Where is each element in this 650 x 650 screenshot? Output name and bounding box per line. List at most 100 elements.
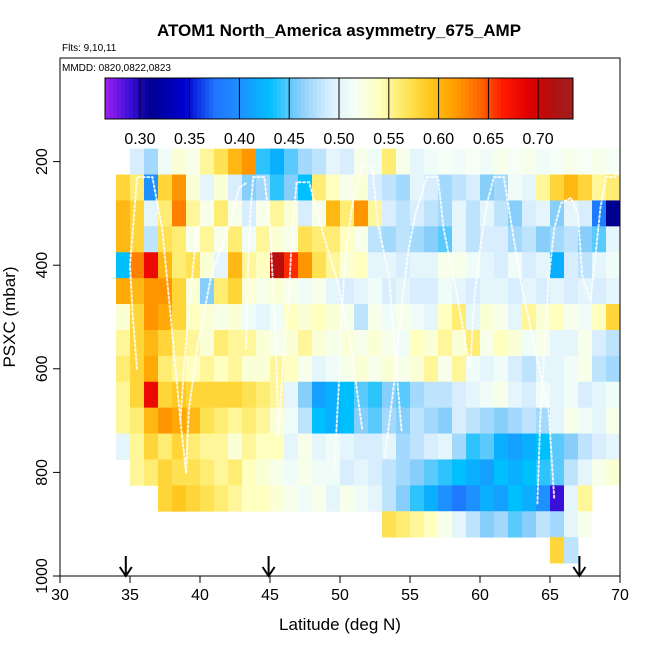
heatmap-cell xyxy=(410,200,425,227)
heatmap-cell xyxy=(130,407,145,434)
heatmap-cell xyxy=(270,200,285,227)
profile-trace xyxy=(333,165,403,469)
heatmap-cell xyxy=(214,381,229,409)
x-tick-label: 65 xyxy=(541,587,559,604)
heatmap-cell xyxy=(438,459,453,486)
heatmap-cell xyxy=(592,381,607,409)
heatmap-cell xyxy=(144,278,159,305)
heatmap-cell xyxy=(424,407,439,434)
heatmap-cell xyxy=(256,381,271,409)
heatmap-cell xyxy=(228,174,243,201)
heatmap-cell xyxy=(508,433,523,460)
colorbar-segment xyxy=(545,78,550,119)
heatmap-cell xyxy=(620,252,634,278)
heatmap-cell xyxy=(592,148,607,175)
heatmap-cell xyxy=(592,174,607,201)
heatmap-cell xyxy=(368,355,383,383)
heatmap-cell xyxy=(368,407,383,434)
heatmap-cell xyxy=(130,148,145,175)
heatmap-cell xyxy=(312,148,327,175)
heatmap-cell xyxy=(522,200,537,227)
x-tick-label: 30 xyxy=(51,587,69,604)
heatmap-cell xyxy=(480,407,495,434)
heatmap-cell xyxy=(494,252,509,279)
heatmap-cell xyxy=(298,355,313,383)
heatmap-cell xyxy=(200,433,215,460)
profile-trace xyxy=(185,181,249,474)
heatmap-cell xyxy=(578,148,593,175)
heatmap-cell xyxy=(522,511,537,538)
heatmap-cell xyxy=(466,355,481,383)
heatmap-cell xyxy=(214,226,229,253)
heatmap-cell xyxy=(452,148,467,175)
heatmap-cell xyxy=(578,511,593,538)
heatmap-cell xyxy=(424,485,439,512)
heatmap-cell xyxy=(452,252,467,279)
heatmap-cell xyxy=(508,226,523,253)
heatmap-cell xyxy=(158,407,173,434)
heatmap-cell xyxy=(634,226,648,252)
colorbar-segment xyxy=(517,78,522,119)
colorbar-segment xyxy=(425,78,430,119)
heatmap-cell xyxy=(564,381,579,409)
x-tick-label: 70 xyxy=(611,587,629,604)
heatmap-cell xyxy=(340,485,355,512)
heatmap-cell xyxy=(508,304,523,331)
heatmap-cell xyxy=(550,304,565,331)
colorbar-segment xyxy=(457,78,462,119)
heatmap-cell xyxy=(536,174,551,201)
heatmap-cell xyxy=(494,407,509,434)
heatmap-cell xyxy=(578,407,593,434)
heatmap-cell xyxy=(480,381,495,409)
heatmap-cell xyxy=(284,433,299,460)
heatmap-cells xyxy=(116,148,648,564)
flight-marker-arrowhead xyxy=(572,566,587,578)
heatmap-cell xyxy=(634,382,648,408)
heatmap-cell xyxy=(424,174,439,201)
heatmap-cell xyxy=(606,304,620,331)
heatmap-cell xyxy=(466,433,481,460)
colorbar-segment xyxy=(121,78,126,119)
heatmap-cell xyxy=(116,329,131,357)
colorbar-segment xyxy=(321,78,326,119)
heatmap-cell xyxy=(228,304,243,331)
colorbar-segment xyxy=(525,78,530,119)
colorbar-segment xyxy=(433,78,438,119)
heatmap-cell xyxy=(494,329,509,357)
heatmap-cell xyxy=(200,148,215,175)
heatmap-cell xyxy=(256,278,271,305)
colorbar-segment xyxy=(117,78,122,119)
heatmap-cell xyxy=(326,148,341,175)
heatmap-cell xyxy=(256,252,271,279)
heatmap-cell xyxy=(144,433,159,460)
heatmap-cell xyxy=(438,381,453,409)
heatmap-cell xyxy=(410,304,425,331)
heatmap-cell xyxy=(410,511,425,538)
heatmap-cell xyxy=(172,407,187,434)
colorbar-segment xyxy=(529,78,534,119)
heatmap-cell xyxy=(396,304,411,331)
heatmap-cell xyxy=(298,148,313,175)
heatmap-cell xyxy=(592,304,607,331)
heatmap-cell xyxy=(256,459,271,486)
colorbar-segment xyxy=(201,78,206,119)
profile-trace xyxy=(536,171,620,505)
heatmap-cell xyxy=(550,200,565,227)
heatmap-cell xyxy=(298,329,313,357)
heatmap-cell xyxy=(354,278,369,305)
heatmap-cell xyxy=(368,278,383,305)
heatmap-cell xyxy=(228,200,243,227)
heatmap-cell xyxy=(494,200,509,227)
colorbar: 0.30 0.35 0.40 0.45 0.50 0.55 0.60 0.65 0.70 xyxy=(104,77,574,148)
heatmap-cell xyxy=(480,355,495,383)
colorbar-segment xyxy=(445,78,450,119)
flight-marker-arrowhead xyxy=(261,566,276,578)
heatmap-cell xyxy=(270,407,285,434)
heatmap-cell xyxy=(620,356,634,382)
heatmap-cell xyxy=(466,200,481,227)
colorbar-segment xyxy=(501,78,506,119)
heatmap-cell xyxy=(438,329,453,357)
y-tick-label: 400 xyxy=(34,252,51,279)
heatmap-cell xyxy=(172,226,187,253)
colorbar-segment xyxy=(229,78,234,119)
